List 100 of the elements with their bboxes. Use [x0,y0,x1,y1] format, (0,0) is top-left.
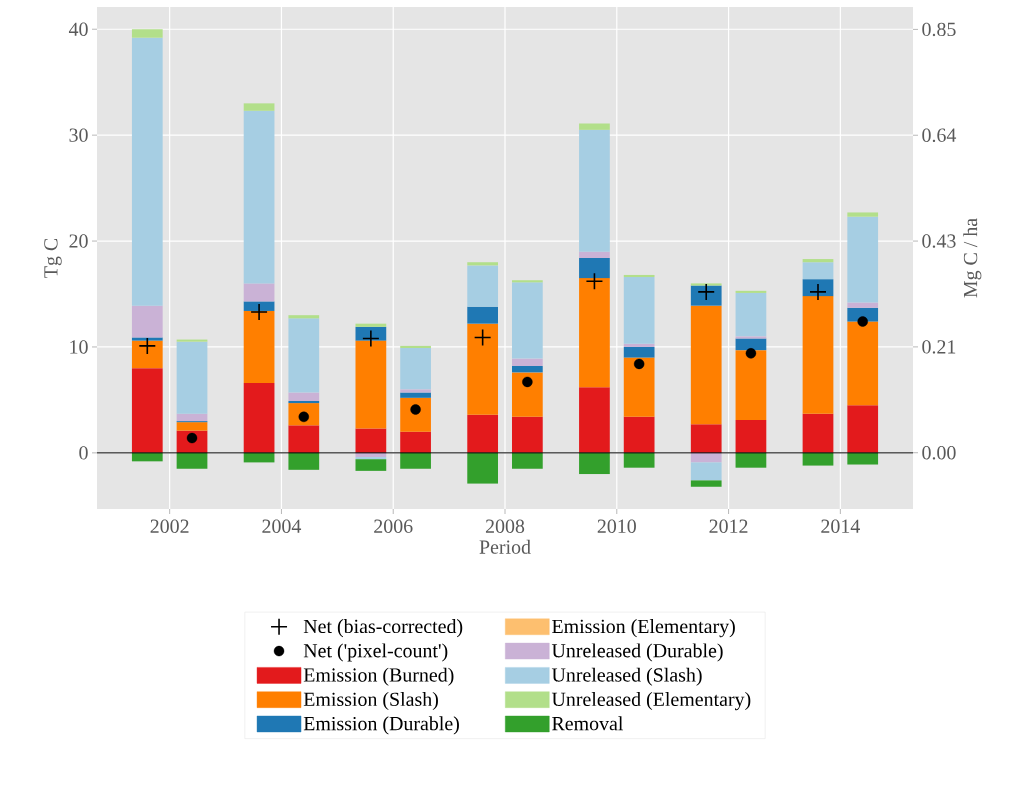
bar [288,392,320,401]
legend-label: Emission (Elementary) [552,619,735,638]
x-tick-label: 2002 [150,519,189,533]
bar [176,422,208,431]
y-tick-label: 10 [70,340,88,354]
bar [511,366,543,373]
bar [802,259,834,263]
point [410,404,421,415]
bar [131,29,163,38]
bar [400,348,431,390]
y-tick-label: 30 [69,128,88,142]
bar [288,315,320,319]
bar [623,452,655,468]
bar [735,420,767,453]
bar [400,345,431,349]
bar [511,452,543,469]
bar [355,459,387,471]
bar [735,452,767,468]
bar [802,296,834,414]
y2-tick-label: 0.64 [922,128,957,142]
bar [400,452,431,469]
bar [579,278,610,388]
point [298,411,309,423]
bar [802,452,834,466]
bar [847,216,879,303]
legend-label: Unreleased (Durable) [551,643,723,662]
bar [847,302,879,308]
point [522,376,533,388]
bar [847,405,879,453]
bar [690,283,722,286]
bar [579,452,610,475]
bar [288,452,320,470]
bar [847,212,879,217]
bar [288,318,320,393]
bar [690,462,722,481]
bar [288,425,320,453]
bar [355,340,387,429]
bar [802,413,834,453]
bar [355,323,387,327]
y2-tick-label: 0.21 [922,340,956,354]
point [809,283,827,301]
bar [623,277,655,344]
bar [400,389,431,393]
bar [131,305,163,338]
bar [243,103,275,111]
bar [467,452,499,484]
bar [690,480,722,487]
bar [579,251,610,258]
point [745,348,757,359]
bar [579,258,610,279]
bar [131,337,163,341]
y2-tick-label: 0.00 [922,445,956,460]
bar [355,428,387,453]
bar [467,323,499,415]
bar [623,357,655,417]
bar [847,452,879,465]
legend-label: Unreleased (Slash) [551,667,702,686]
bar [467,414,499,453]
bar [623,274,655,278]
legend-label: Emission (Burned) [303,667,454,686]
bar [176,413,208,422]
bar [176,339,208,342]
bar [131,37,163,306]
bar [623,416,655,453]
y-tick-label: 20 [69,234,88,248]
bar [355,457,387,460]
bar [467,265,499,307]
bar [511,416,543,453]
point [473,328,492,347]
bar [623,343,655,347]
legend-label: Emission (Slash) [303,692,438,711]
bar [288,400,320,404]
x-tick-label: 2012 [709,519,748,533]
point [857,316,868,327]
bar [735,350,767,421]
bar [131,340,163,369]
bar [400,397,431,432]
bar [243,310,275,383]
bar [690,424,722,453]
point [585,272,604,291]
legend-label: Removal [552,716,624,731]
bar [690,305,722,425]
bar [579,123,610,130]
y-tick-label: 0 [79,446,88,460]
bar [690,285,722,306]
bar [735,338,767,351]
bar [400,431,431,453]
bar [243,301,275,311]
point [138,337,157,355]
x-tick-label: 2014 [821,519,860,533]
bar [243,110,275,284]
x-tick-label: 2010 [597,519,636,533]
x-tick-label: 2008 [485,519,525,533]
x-tick-label: 2006 [374,519,413,533]
bar [176,341,208,414]
bar [579,129,610,252]
legend-label: Emission (Durable) [303,716,459,735]
point [697,283,716,301]
bar [243,382,275,453]
bar [355,326,387,341]
